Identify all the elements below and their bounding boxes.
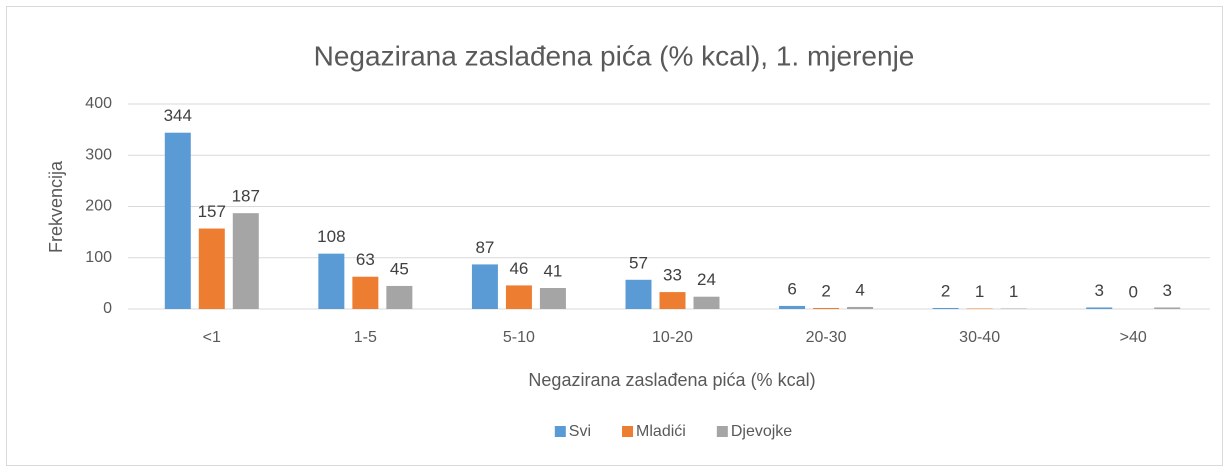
data-label: 41 [543, 261, 562, 280]
data-label: 157 [198, 202, 226, 221]
bar [471, 264, 498, 309]
bar [813, 307, 840, 309]
bar [847, 306, 874, 309]
legend-swatch [554, 426, 566, 437]
legend-label: Mladići [636, 423, 686, 440]
data-label: 4 [855, 280, 864, 299]
x-tick-label: >40 [1120, 329, 1147, 346]
bar [164, 132, 191, 309]
y-tick-label: 200 [85, 198, 112, 215]
data-label: 57 [629, 253, 648, 272]
data-label: 3 [1094, 281, 1103, 300]
y-axis-title: Frekvencija [46, 160, 66, 253]
x-tick-label: 1-5 [354, 329, 377, 346]
data-label: 87 [475, 238, 494, 257]
data-label: 108 [317, 227, 345, 246]
bar [352, 276, 379, 309]
bar [1086, 307, 1113, 309]
x-tick-label: 20-30 [806, 329, 847, 346]
data-label: 2 [941, 281, 950, 300]
bar [232, 213, 259, 309]
data-label: 3 [1162, 281, 1171, 300]
legend-swatch [716, 426, 728, 437]
data-label: 2 [821, 281, 830, 300]
data-label: 0 [1128, 282, 1137, 301]
x-axis-title: Negazirana zaslađena pića (% kcal) [528, 370, 815, 390]
bar [318, 253, 345, 309]
bar [1154, 307, 1181, 309]
bar [198, 228, 225, 309]
bar [932, 307, 959, 309]
data-label: 33 [663, 266, 682, 285]
y-tick-label: 300 [85, 146, 112, 163]
data-label: 46 [509, 259, 528, 278]
data-label: 63 [356, 250, 375, 269]
chart-title: Negazirana zaslađena pića (% kcal), 1. m… [314, 40, 915, 71]
data-label: 45 [390, 259, 409, 278]
data-label: 1 [1009, 282, 1018, 301]
bar [539, 287, 566, 309]
legend-swatch [622, 426, 634, 437]
bar [505, 285, 532, 309]
bar [386, 285, 413, 309]
y-tick-label: 100 [85, 249, 112, 266]
bar [1000, 308, 1027, 309]
y-tick-label: 0 [103, 300, 112, 317]
data-label: 344 [164, 106, 192, 125]
y-tick-label: 400 [85, 95, 112, 112]
x-tick-label: <1 [203, 329, 221, 346]
x-tick-label: 5-10 [503, 329, 535, 346]
data-label: 1 [975, 282, 984, 301]
data-label: 187 [232, 187, 260, 206]
bar [659, 292, 686, 309]
data-label: 24 [697, 270, 716, 289]
bar [966, 308, 993, 309]
x-tick-label: 30-40 [959, 329, 1000, 346]
bar [779, 305, 806, 309]
data-label: 6 [787, 279, 796, 298]
x-tick-label: 10-20 [652, 329, 693, 346]
bar [625, 279, 652, 309]
bar [693, 296, 720, 309]
legend-label: Svi [569, 423, 591, 440]
legend-label: Djevojke [731, 423, 792, 440]
